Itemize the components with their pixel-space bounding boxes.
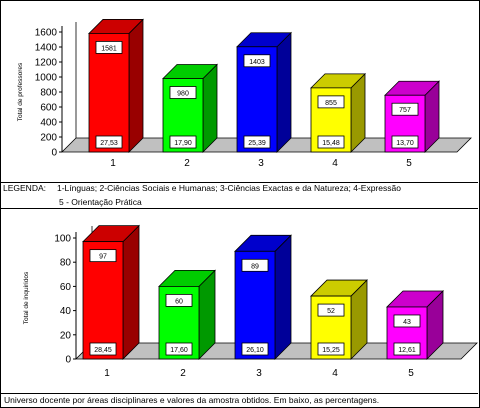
x-tick-label: 5 [406, 158, 412, 169]
legend-divider [0, 208, 478, 209]
x-tick-label: 4 [332, 368, 338, 379]
x-tick-label: 2 [184, 158, 190, 169]
legend-row-2: 5 - Orientação Prática [0, 197, 478, 208]
percent-label-box [169, 135, 197, 149]
x-tick-label: 3 [258, 158, 264, 169]
bar-side [202, 63, 218, 153]
percent-label-box [243, 135, 271, 149]
y-tick-label: 800 [40, 88, 57, 99]
percent-label: 13,70 [396, 140, 414, 147]
value-label-box [89, 249, 117, 263]
percent-label-box [165, 342, 193, 356]
bar-side [128, 18, 144, 153]
percent-label: 15,48 [322, 140, 340, 147]
bar-side [276, 31, 292, 153]
y-tick-label: 1400 [35, 43, 58, 54]
percent-label: 27,53 [100, 140, 118, 147]
y-tick-label: 40 [60, 306, 72, 317]
percent-label: 26,10 [246, 347, 264, 354]
y-axis-title: Total de inquiridos [23, 271, 30, 324]
y-tick-label: 200 [40, 133, 57, 144]
value-label: 43 [403, 319, 411, 326]
percent-label-box [241, 342, 269, 356]
caption-row: Universo docente por áreas disciplinares… [0, 393, 478, 406]
value-label: 855 [325, 100, 337, 107]
x-tick-label: 2 [180, 368, 186, 379]
percent-label-box [317, 342, 345, 356]
value-label: 97 [99, 254, 107, 261]
percent-label: 17,90 [174, 140, 192, 147]
y-axis-title: Total de professores [17, 62, 24, 121]
figure-caption: Universo docente por áreas disciplinares… [4, 395, 380, 405]
percent-label: 28,45 [94, 347, 112, 354]
y-tick-label: 0 [65, 355, 71, 366]
value-label-box [317, 95, 345, 109]
y-tick-label: 80 [60, 258, 72, 269]
percent-label-box [393, 342, 421, 356]
value-label: 1581 [101, 45, 117, 52]
chart-teachers: 0 200 400 600 800 1000 1200 1400 1600 Total de pr… [17, 18, 472, 169]
y-tick-label: 1600 [35, 28, 58, 39]
value-label: 89 [251, 263, 259, 270]
value-label-box [169, 86, 197, 99]
x-tick-label: 1 [110, 158, 116, 169]
value-label-box [165, 294, 193, 307]
value-label: 757 [399, 107, 411, 114]
x-tick-label: 1 [104, 368, 110, 379]
legend-line-2: 5 - Orientação Prática [59, 197, 142, 207]
y-tick-label: 1200 [35, 58, 58, 69]
value-label-box [391, 102, 419, 116]
value-label: 60 [175, 298, 183, 305]
percent-label: 25,39 [248, 140, 266, 147]
value-label: 980 [177, 91, 189, 98]
y-tick-label: 0 [51, 148, 57, 159]
percent-label-box [317, 135, 345, 149]
percent-label-box [391, 135, 419, 149]
value-label-box [95, 41, 123, 54]
value-label: 52 [327, 308, 335, 315]
chart-teachers-panel: 0 200 400 600 800 1000 1200 1400 1600 Total de pr… [0, 0, 478, 180]
percent-label: 12,61 [398, 347, 416, 354]
bar-side [274, 234, 292, 360]
y-tick-label: 1000 [35, 73, 58, 84]
percent-label: 17,60 [170, 347, 188, 354]
chart-respondents: 0 20 40 60 80 100 Total de inquiridos 97 28,45 1 6… [23, 224, 478, 379]
y-tick-label: 100 [54, 234, 71, 245]
value-label-box [317, 303, 345, 317]
y-tick-label: 600 [40, 103, 57, 114]
y-tick-label: 20 [60, 330, 72, 341]
legend-row-1: LEGENDA: 1-Línguas; 2-Ciências Sociais e… [0, 182, 478, 194]
x-tick-label: 5 [408, 368, 414, 379]
value-label-box [243, 54, 271, 68]
percent-label-box [95, 135, 123, 149]
x-tick-label: 4 [332, 158, 338, 169]
value-label: 1403 [249, 59, 265, 66]
value-label-box [393, 314, 421, 328]
value-label-box [241, 258, 269, 272]
y-tick-label: 60 [60, 282, 72, 293]
percent-label: 15,25 [322, 347, 340, 354]
percent-label-box [89, 342, 117, 356]
x-tick-label: 3 [256, 368, 262, 379]
chart-respondents-panel: 0 20 40 60 80 100 Total de inquiridos 97 28,45 1 6… [0, 214, 478, 392]
bar-side [122, 224, 140, 360]
legend-heading: LEGENDA: [3, 183, 46, 193]
legend-line-1: 1-Línguas; 2-Ciências Sociais e Humanas;… [57, 183, 401, 193]
y-tick-label: 400 [40, 118, 57, 129]
